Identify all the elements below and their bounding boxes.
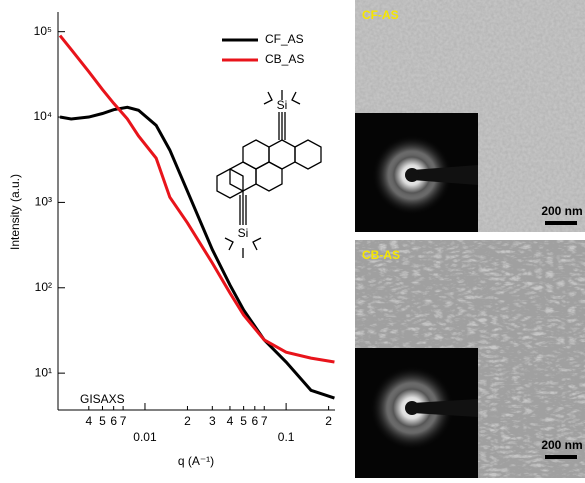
legend-label: CF_AS [265, 32, 304, 46]
x-tick-label: 5 [240, 414, 247, 428]
x-tick-label: 5 [99, 414, 106, 428]
x-tick-label: 0.1 [278, 430, 295, 444]
y-tick-label: 10² [35, 280, 52, 294]
legend-label: CB_AS [265, 52, 304, 66]
panel-label: CB-AS [362, 248, 400, 262]
x-tick-label: 6 [251, 414, 258, 428]
x-tick-label: 3 [209, 414, 216, 428]
y-tick-label: 10⁵ [34, 24, 52, 38]
atom-label: Si [277, 98, 288, 112]
atom-label: Si [238, 226, 249, 240]
x-axis-title: q (A⁻¹) [178, 454, 214, 468]
x-tick-label: 4 [85, 414, 92, 428]
y-tick-label: 10¹ [35, 365, 52, 379]
panel-label: CF-AS [362, 8, 399, 22]
x-tick-label: 4 [227, 414, 234, 428]
y-axis-title: Intensity (a.u.) [8, 174, 22, 250]
y-tick-label: 10³ [35, 195, 52, 209]
x-tick-label: 6 [110, 414, 117, 428]
scale-bar-label: 200 nm [541, 438, 582, 452]
figure: Si Si CF-AS 200 nm CB-AS 200 nm q (A⁻¹) … [0, 0, 585, 478]
series-line [60, 36, 334, 362]
scale-bar-label: 200 nm [541, 204, 582, 218]
tem-image [355, 0, 585, 232]
x-tick-label: 7 [261, 414, 268, 428]
y-tick-label: 10⁴ [33, 109, 52, 123]
x-tick-label: 0.01 [133, 430, 157, 444]
x-tick-label: 2 [184, 414, 191, 428]
molecule [217, 90, 321, 258]
x-tick-label: 7 [120, 414, 127, 428]
annotation: GISAXS [80, 392, 125, 406]
x-tick-label: 2 [325, 414, 332, 428]
